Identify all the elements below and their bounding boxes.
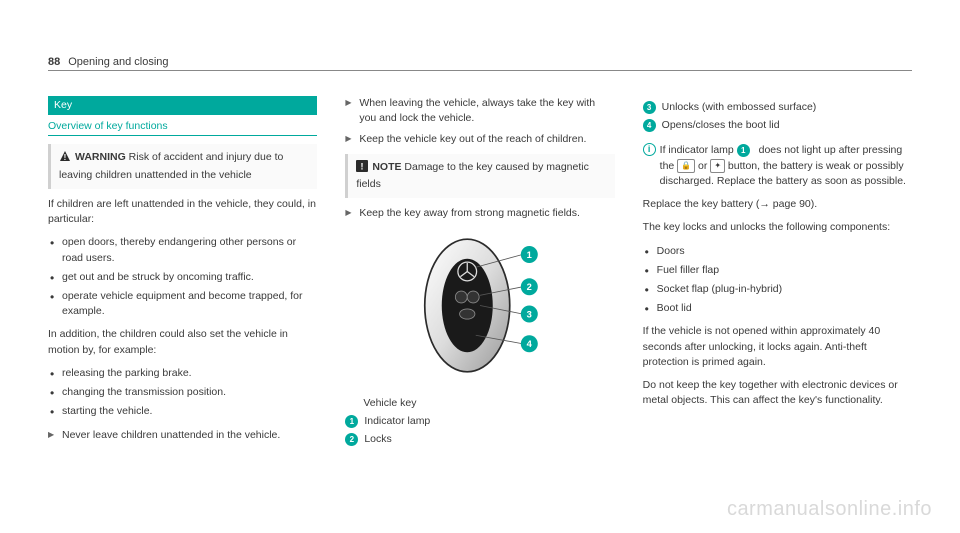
text: page 90). (770, 198, 817, 210)
action-item: When leaving the vehicle, always take th… (345, 96, 614, 126)
arrow-icon: → (759, 198, 770, 210)
page-number: 88 (48, 56, 60, 68)
svg-text:3: 3 (527, 310, 532, 320)
svg-text:!: ! (64, 153, 67, 162)
column-1: Key Overview of key functions ! WARNING … (48, 96, 317, 450)
callout-list: 3 Unlocks (with embossed surface) 4 Opens/… (643, 100, 912, 133)
info-icon: i (643, 143, 656, 156)
warning-icon: ! (59, 150, 71, 167)
action-item: Never leave children unattended in the v… (48, 428, 317, 443)
note-box: ! NOTE Damage to the key caused by magne… (345, 154, 614, 198)
subsection-overview: Overview of key functions (48, 119, 317, 136)
svg-text:4: 4 (527, 339, 533, 349)
callout-text: Locks (364, 432, 391, 447)
callout-row: 2 Locks (345, 432, 614, 447)
info-paragraph: i If indicator lamp 1 does not light up … (643, 143, 912, 189)
svg-text:2: 2 (527, 283, 532, 293)
callout-badge-2: 2 (345, 433, 358, 446)
callout-badge-4: 4 (643, 119, 656, 132)
paragraph: Replace the key battery (→ page 90). (643, 197, 912, 212)
info-text: If indicator lamp (660, 144, 737, 156)
list-item: get out and be struck by oncoming traffi… (48, 270, 317, 285)
warning-label: WARNING (75, 151, 126, 163)
text: Replace the key battery ( (643, 198, 760, 210)
callout-badge-1: 1 (345, 415, 358, 428)
callout-badge-1-inline: 1 (737, 144, 750, 157)
page-header: 88 Opening and closing (48, 56, 912, 71)
callout-badge-3: 3 (643, 101, 656, 114)
callout-list: Vehicle key 1 Indicator lamp 2 Locks (345, 396, 614, 448)
content-columns: Key Overview of key functions ! WARNING … (48, 96, 912, 450)
paragraph: In addition, the children could also set… (48, 327, 317, 357)
callout-text: Indicator lamp (364, 414, 430, 429)
list-item: open doors, thereby endangering other pe… (48, 235, 317, 265)
svg-text:1: 1 (527, 250, 532, 260)
callout-text: Opens/closes the boot lid (662, 118, 780, 133)
lock-button-icon: 🔒 (677, 159, 695, 173)
note-label: NOTE (372, 161, 401, 173)
watermark: carmanualsonline.info (727, 498, 932, 521)
note-icon: ! (356, 160, 368, 177)
paragraph: If children are left unattended in the v… (48, 197, 317, 227)
bullet-list: open doors, thereby endangering other pe… (48, 235, 317, 319)
callout-row: 3 Unlocks (with embossed surface) (643, 100, 912, 115)
chapter-title: Opening and closing (68, 56, 168, 68)
list-item: Socket flap (plug-in-hybrid) (643, 282, 912, 297)
list-item: starting the vehicle. (48, 404, 317, 419)
warning-box: ! WARNING Risk of accident and injury du… (48, 144, 317, 188)
action-item: Keep the vehicle key out of the reach of… (345, 132, 614, 147)
paragraph: Do not keep the key together with electr… (643, 378, 912, 408)
page: 88 Opening and closing Key Overview of ke… (0, 0, 960, 533)
action-item: Keep the key away from strong magnetic f… (345, 206, 614, 221)
info-text: or (695, 160, 710, 172)
column-3: 3 Unlocks (with embossed surface) 4 Opens/… (643, 96, 912, 450)
figure-caption: Vehicle key (345, 396, 614, 411)
svg-text:!: ! (361, 161, 364, 171)
list-item: releasing the parking brake. (48, 366, 317, 381)
bullet-list: Doors Fuel filler flap Socket flap (plug… (643, 244, 912, 317)
list-item: operate vehicle equipment and become tra… (48, 289, 317, 319)
star-button-icon: ✦ (710, 159, 725, 173)
callout-row: 1 Indicator lamp (345, 414, 614, 429)
column-2: When leaving the vehicle, always take th… (345, 96, 614, 450)
bullet-list: releasing the parking brake. changing th… (48, 366, 317, 420)
list-item: Doors (643, 244, 912, 259)
section-title-key: Key (48, 96, 317, 115)
list-item: Boot lid (643, 301, 912, 316)
callout-text: Unlocks (with embossed surface) (662, 100, 817, 115)
paragraph: If the vehicle is not opened within appr… (643, 324, 912, 370)
list-item: changing the transmission position. (48, 385, 317, 400)
list-item: Fuel filler flap (643, 263, 912, 278)
paragraph: The key locks and unlocks the following … (643, 220, 912, 235)
vehicle-key-figure: 1 2 3 4 (345, 229, 614, 387)
callout-row: 4 Opens/closes the boot lid (643, 118, 912, 133)
vehicle-key-illustration: 1 2 3 4 (395, 229, 565, 382)
